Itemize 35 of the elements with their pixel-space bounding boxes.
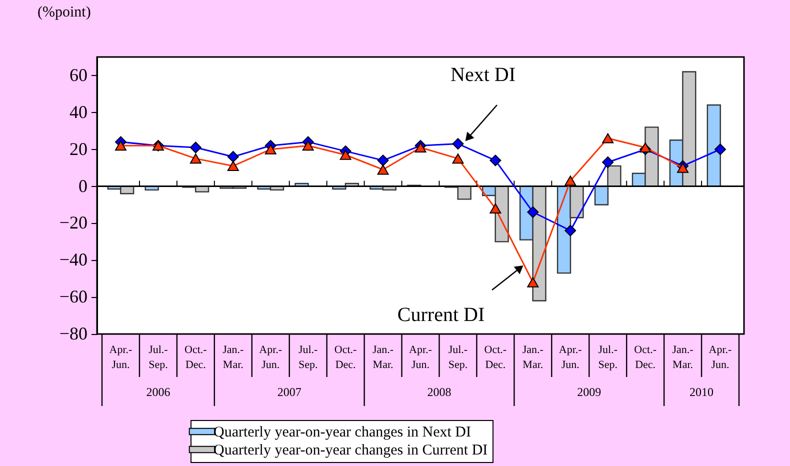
x-tick-label: Jan.-Mar. (672, 344, 694, 371)
y-tick-label: 40 (70, 102, 88, 122)
y-tick-label: −20 (59, 212, 88, 233)
x-tick-label: Jan.-Mar. (222, 344, 244, 371)
x-tick-label: Jul.-Sep. (598, 344, 618, 371)
x-tick-label: Jul.-Sep. (298, 344, 318, 371)
y-axis-title: (%point) (38, 4, 91, 20)
x-tick-label: Oct.-Dec. (334, 344, 358, 371)
x-tick-label: Jul.-Sep. (148, 344, 168, 371)
text: 2007 (277, 385, 302, 399)
x-tick-label: Jul.-Sep. (448, 344, 468, 371)
y-tick-label: 60 (70, 64, 88, 85)
x-tick-label: Oct.-Dec. (184, 344, 208, 371)
text: 2009 (577, 385, 602, 399)
x-tick-label: Oct.-Dec. (484, 344, 507, 371)
text: Current DI (397, 304, 485, 326)
x-tick-label: Jan.-Mar. (372, 344, 394, 371)
legend-label: Quarterly year-on-year changes in Next DI (214, 424, 471, 440)
y-tick-label: −60 (59, 286, 88, 307)
x-tick-label: Apr.-Jun. (558, 344, 582, 371)
text: 2006 (146, 385, 170, 399)
x-tick-label: Apr.-Jun. (409, 344, 432, 371)
x-tick-label: Apr.-Jun. (109, 344, 133, 371)
y-tick-label: −80 (59, 324, 88, 344)
y-tick-label: 20 (70, 138, 88, 159)
x-tick-label: Oct.-Dec. (634, 344, 657, 371)
text: Next DI (450, 64, 516, 86)
x-tick-label: Jan.-Mar. (522, 344, 544, 371)
y-tick-label: 0 (78, 176, 88, 196)
x-tick-label: Apr.-Jun. (259, 344, 282, 371)
text: 2008 (427, 385, 452, 399)
legend-label: Quarterly year-on-year changes in Current DI (214, 442, 488, 458)
y-tick-label: −40 (59, 250, 88, 270)
x-tick-label: Apr.-Jun. (708, 344, 732, 371)
text: 2010 (690, 385, 714, 399)
